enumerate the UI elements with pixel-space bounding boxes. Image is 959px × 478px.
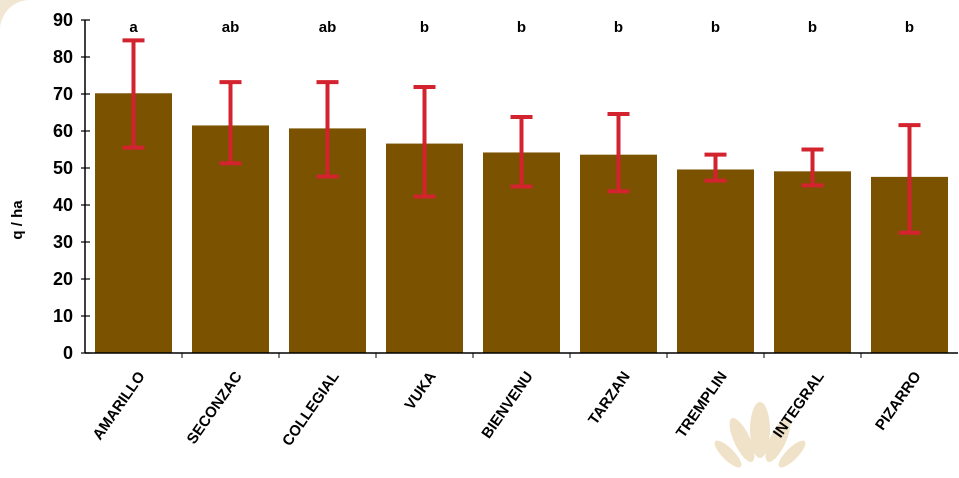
y-tick-label: 40 [53,195,73,215]
y-tick-label: 0 [63,343,73,363]
y-tick-label: 50 [53,158,73,178]
x-tick-label: AMARILLO [89,368,149,443]
y-tick-label: 90 [53,10,73,30]
error-bar [316,80,339,179]
error-bar [898,123,921,235]
significance-letter: b [517,19,526,36]
x-tick-label: BIENVENU [478,369,536,442]
significance-letter: b [420,19,429,36]
bar [774,171,851,353]
error-bar [607,111,630,194]
significance-letter: b [808,19,817,36]
x-tick-label: TARZAN [585,369,634,428]
significance-letter: b [905,19,914,36]
x-tick-label: VUKA [401,368,439,413]
error-bar [219,80,242,166]
y-tick-label: 20 [53,269,73,289]
significance-letter: a [129,19,138,36]
error-bar [801,147,824,188]
y-tick-label: 60 [53,121,73,141]
x-tick-label: SECONZAC [184,368,246,447]
significance-letter: b [614,19,623,36]
y-tick-label: 80 [53,47,73,67]
significance-letter: b [711,19,720,36]
y-tick-label: 30 [53,232,73,252]
error-bar [122,38,145,150]
error-bar [510,114,533,189]
x-tick-label: INTEGRAL [770,369,828,442]
y-axis-label: q / ha [9,200,26,240]
x-tick-label: COLLEGIAL [279,369,343,450]
x-tick-label: TREMPLIN [673,369,731,442]
bar [677,169,754,353]
watermark-logo [714,402,806,468]
significance-letter: ab [222,19,240,36]
error-bar [413,84,436,199]
x-tick-label: PIZARRO [872,368,925,433]
error-bar [704,152,727,183]
y-tick-label: 70 [53,84,73,104]
significance-letter: ab [319,19,337,36]
y-tick-label: 10 [53,306,73,326]
